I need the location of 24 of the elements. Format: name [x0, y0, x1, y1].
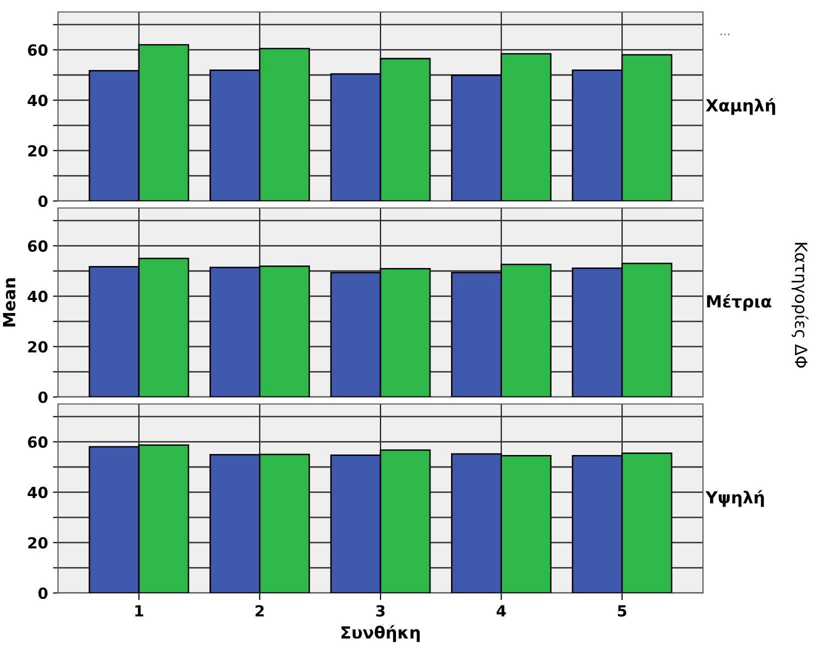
x-tick-label: 1 [135, 605, 144, 616]
text: Κατηγορίες ΔΦ [792, 242, 808, 368]
y-tick-label: 40 [28, 94, 48, 106]
x-tick-label: 4 [496, 605, 506, 616]
y2-axis-title: Υψηλή [705, 490, 764, 507]
y-tick-label: 60 [28, 240, 48, 252]
y-tick-label: 0 [38, 587, 48, 600]
x-tick-label: 5 [618, 605, 626, 617]
x-tick-label: 2 [256, 605, 264, 616]
x-tick-label: 3 [376, 605, 385, 617]
y-tick-label: 20 [28, 537, 48, 549]
y-tick-label: 40 [28, 486, 48, 498]
y-tick-label: 60 [28, 44, 48, 56]
y-tick-label: 20 [28, 341, 48, 353]
y-axis-title: Mean [3, 278, 16, 326]
x-axis-title: Συνθήκη [342, 625, 420, 642]
y2-axis-title: Χαμηλή [706, 98, 776, 115]
y-tick-label: 60 [28, 436, 48, 448]
y-tick-label: 0 [38, 195, 48, 208]
y-tick-label: 40 [28, 290, 48, 302]
y-tick-label: 0 [38, 391, 48, 404]
y2-axis-title: Μέτρια [707, 294, 772, 311]
text: … [720, 34, 730, 36]
y-tick-label: 20 [28, 145, 48, 157]
